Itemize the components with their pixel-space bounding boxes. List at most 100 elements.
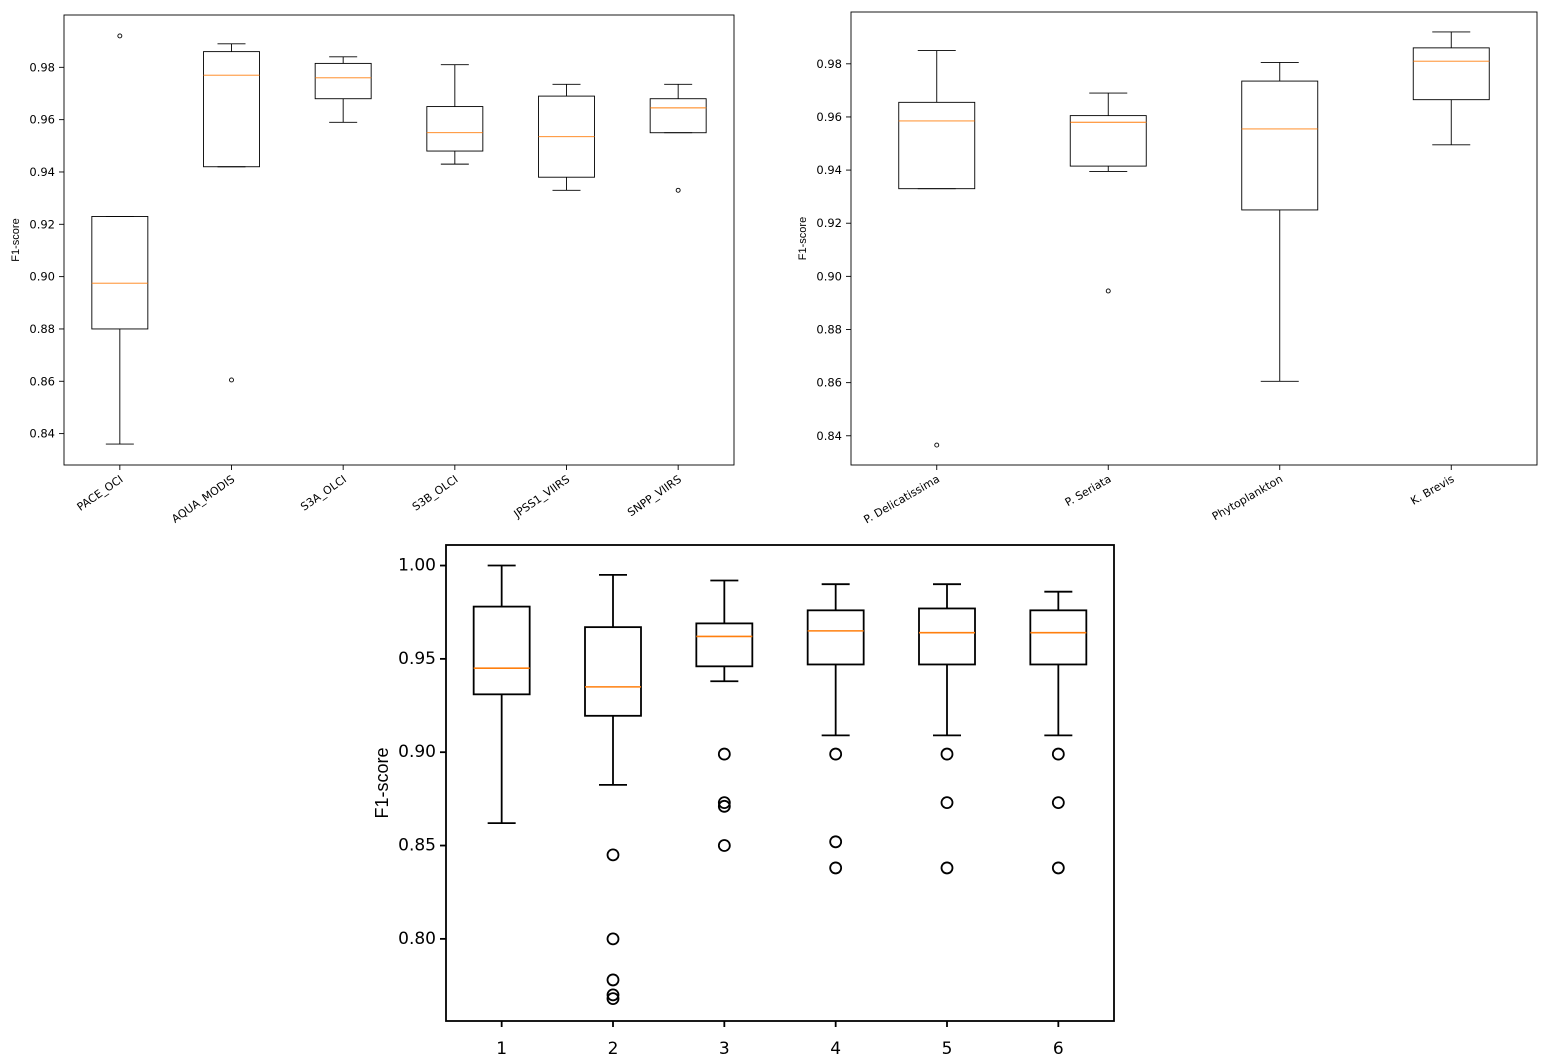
box-K. Brevis (1412, 31, 1490, 146)
x-tick-label: Phytoplankton (1210, 472, 1285, 523)
y-tick-label: 0.84 (816, 429, 842, 443)
y-tick-label: 0.84 (29, 427, 55, 441)
outlier-point (940, 796, 954, 809)
x-tick-label: JPSS1_VIIRS (511, 473, 573, 522)
y-tick-label: 0.96 (29, 113, 55, 127)
y-tick-label: 0.94 (816, 163, 842, 177)
iqr-box (1029, 609, 1088, 666)
y-axis-label: F1-score (10, 218, 22, 261)
x-tick-label: PACE_OCI (75, 473, 126, 514)
y-axis-label: F1-score (797, 217, 809, 260)
outlier-point (717, 799, 731, 813)
box-AQUA_MODIS (203, 43, 260, 383)
x-tick-label: S3B_OLCI (410, 473, 461, 514)
y-tick-label: 0.90 (398, 742, 436, 762)
iqr-box (1241, 80, 1319, 211)
iqr-box (472, 605, 531, 696)
iqr-box (584, 626, 642, 717)
box-3 (695, 579, 754, 852)
plot-frame (850, 11, 1538, 466)
outlier-point (606, 973, 620, 987)
y-tick-label: 0.95 (398, 649, 436, 669)
y-tick-label: 0.90 (816, 269, 842, 283)
x-tick-label: 2 (608, 1039, 619, 1056)
iqr-box (898, 101, 976, 190)
x-tick-label: 6 (1053, 1039, 1064, 1056)
y-axis-label: F1-score (372, 747, 392, 818)
iqr-box (426, 106, 484, 152)
x-tick-label: S3A_OLCI (298, 473, 349, 514)
iqr-box (918, 607, 976, 666)
outlier-point (606, 992, 620, 1005)
x-tick-label: 4 (830, 1039, 841, 1056)
y-tick-label: 0.94 (29, 165, 55, 179)
box-Phytoplankton (1241, 62, 1319, 382)
box-1 (472, 564, 531, 825)
iqr-box (649, 98, 707, 134)
y-tick-label: 0.96 (816, 110, 842, 124)
y-tick-label: 0.92 (816, 216, 842, 230)
box-S3B_OLCI (426, 64, 484, 165)
outlier-point (1105, 288, 1111, 294)
outlier-point (1051, 747, 1065, 761)
iqr-box (91, 216, 149, 330)
outlier-point (117, 33, 123, 39)
box-5 (918, 583, 976, 875)
box-JPSS1_VIIRS (538, 83, 595, 191)
box-6 (1029, 590, 1088, 875)
outlier-point (606, 848, 620, 862)
box-PACE_OCI (91, 33, 149, 445)
y-tick-label: 0.88 (816, 322, 842, 336)
chart-runs: 0.80 0.85 0.90 0.95 1.00 F1-score 1 2 3 4 5 6 (372, 544, 1115, 1056)
outlier-point (717, 839, 731, 852)
y-tick-label: 0.86 (29, 374, 55, 388)
box-S3A_OLCI (314, 56, 372, 123)
iqr-box (314, 62, 372, 100)
chart-satellites: 0.84 0.86 0.88 0.90 0.92 0.94 0.96 0.98 F1-score… (10, 14, 735, 526)
iqr-box (1069, 115, 1147, 167)
x-tick-label: SNPP_VIIRS (625, 473, 684, 520)
box-P. Seriata (1069, 92, 1147, 294)
y-tick-label: 0.90 (29, 270, 55, 284)
outlier-point (829, 861, 843, 875)
outlier-point (229, 377, 234, 383)
outlier-point (675, 187, 681, 193)
chart-species: 0.84 0.86 0.88 0.90 0.92 0.94 0.96 0.98 F1-score… (797, 11, 1538, 526)
iqr-box (1412, 47, 1490, 101)
iqr-box (695, 622, 754, 668)
plot-frame (445, 544, 1115, 1022)
outlier-point (717, 796, 731, 809)
x-tick-label: AQUA_MODIS (169, 473, 237, 526)
y-tick-label: 0.85 (398, 836, 436, 856)
x-tick-label: 3 (719, 1039, 730, 1056)
y-tick-label: 0.98 (29, 60, 55, 74)
outlier-point (829, 747, 843, 761)
x-tick-label: 1 (496, 1039, 507, 1056)
outlier-point (940, 861, 954, 875)
outlier-point (1051, 796, 1065, 809)
y-tick-label: 0.86 (816, 376, 842, 390)
plot-frame (63, 14, 735, 466)
outlier-point (934, 442, 940, 448)
outlier-point (606, 932, 620, 946)
x-tick-label: P. Delicatissima (862, 472, 942, 526)
iqr-box (203, 51, 260, 168)
y-tick-label: 0.98 (816, 57, 842, 71)
y-tick-label: 0.88 (29, 322, 55, 336)
iqr-box (806, 609, 865, 666)
outlier-point (717, 747, 731, 761)
box-SNPP_VIIRS (649, 83, 707, 193)
outlier-point (1051, 861, 1065, 875)
outlier-point (940, 747, 954, 761)
box-2 (584, 573, 642, 1005)
y-tick-label: 0.92 (29, 217, 55, 231)
y-tick-label: 0.80 (398, 929, 436, 949)
box-4 (806, 583, 865, 875)
x-tick-label: 5 (942, 1039, 953, 1056)
box-P. Delicatissima (898, 50, 976, 448)
outlier-point (606, 988, 620, 1002)
y-tick-label: 1.00 (398, 556, 436, 576)
x-tick-label: P. Seriata (1063, 472, 1114, 509)
outlier-point (829, 835, 843, 849)
